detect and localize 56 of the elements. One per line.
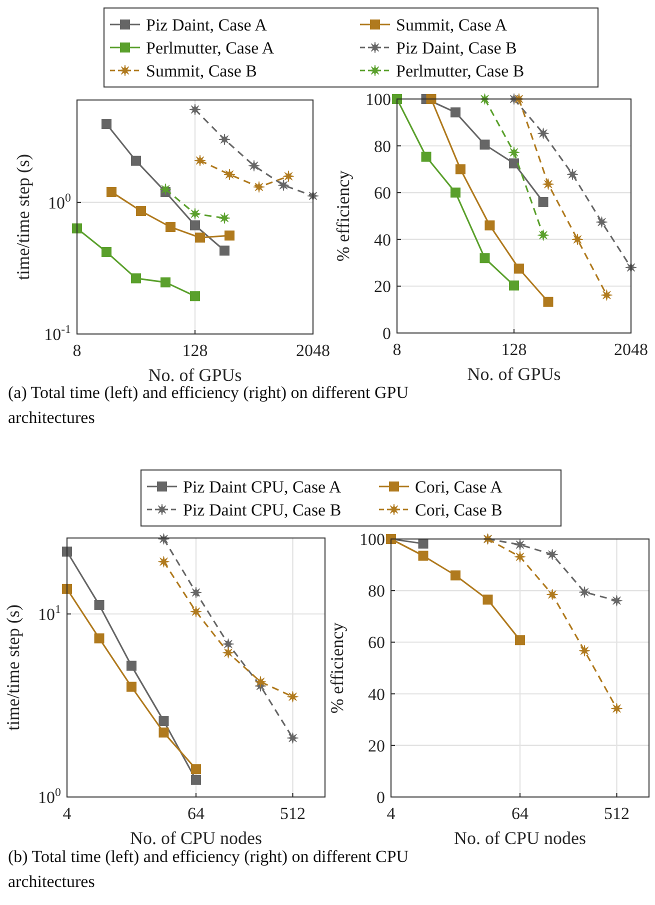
y-tick-label: 0 xyxy=(376,788,385,807)
point xyxy=(514,551,526,563)
y-tick-label: 100 xyxy=(360,530,385,549)
text: (b) Total time (left) and efficiency (right) on different CPU architectures xyxy=(8,847,409,891)
y-tick-label: 10$^{1}$ xyxy=(38,602,62,624)
x-axis-title: No. of CPU nodes xyxy=(454,828,586,848)
point xyxy=(578,644,590,656)
legend-label: Perlmutter, Case A xyxy=(146,38,275,58)
x-axis-title: No. of GPUs xyxy=(467,364,561,384)
y-tick-label: 10$^{0}$ xyxy=(38,785,62,807)
y-tick-label: 80 xyxy=(368,582,385,601)
y-tick-label: 100 xyxy=(366,90,391,109)
legend-label: Cori, Case A xyxy=(415,478,504,496)
x-tick-label: 64 xyxy=(188,804,205,823)
x-tick-label: 512 xyxy=(280,804,306,823)
y-tick-label: 0 xyxy=(382,324,391,343)
y-tick-label: 20 xyxy=(368,736,385,756)
y-tick-label: 80 xyxy=(374,136,391,156)
point xyxy=(546,548,558,560)
point xyxy=(611,594,622,606)
point xyxy=(578,586,590,598)
y-axis-title: time/time step (s) xyxy=(13,154,33,280)
legend-label: Piz Daint, Case B xyxy=(396,38,517,58)
legend-label: Piz Daint CPU, Case B xyxy=(183,500,342,520)
x-axis-title: No. of GPUs xyxy=(148,365,242,385)
legend-label: Summit, Case B xyxy=(146,62,257,80)
point xyxy=(546,588,558,600)
y-tick-label: 40 xyxy=(368,684,385,704)
legend-label: Perlmutter, Case B xyxy=(396,62,524,80)
x-tick-label: 512 xyxy=(604,804,630,823)
point xyxy=(514,538,526,550)
y-axis-title: % efficiency xyxy=(327,622,347,714)
x-tick-label: 8 xyxy=(392,340,402,359)
legend-label: Piz Daint, Case A xyxy=(146,16,268,34)
y-tick-label: 60 xyxy=(374,184,391,203)
x-tick-label: 2048 xyxy=(614,340,648,359)
x-tick-label: 4 xyxy=(386,804,396,823)
legend-label: Cori, Case B xyxy=(415,500,502,520)
x-tick-label: 128 xyxy=(182,341,208,360)
y-axis-title: % efficiency xyxy=(333,170,353,262)
y-tick-label: 10$^{0}$ xyxy=(48,190,72,212)
legend-label: Summit, Case A xyxy=(396,16,508,34)
y-tick-label: 60 xyxy=(368,633,385,652)
legend-label: Piz Daint CPU, Case A xyxy=(183,478,342,496)
y-axis-title: time/time step (s) xyxy=(3,604,23,730)
y-tick-label: 40 xyxy=(374,230,391,250)
x-axis-title: No. of CPU nodes xyxy=(130,828,262,848)
x-tick-label: 4 xyxy=(62,804,72,823)
y-tick-label: 20 xyxy=(374,277,391,296)
text: (a) Total time (left) and efficiency (right) on different GPU architectures xyxy=(8,383,409,427)
x-tick-label: 2048 xyxy=(296,341,330,360)
point xyxy=(611,702,622,714)
x-tick-label: 8 xyxy=(72,341,82,360)
y-tick-label: 10$^{-1}$ xyxy=(44,322,72,344)
x-tick-label: 128 xyxy=(501,340,527,359)
x-tick-label: 64 xyxy=(512,804,529,823)
